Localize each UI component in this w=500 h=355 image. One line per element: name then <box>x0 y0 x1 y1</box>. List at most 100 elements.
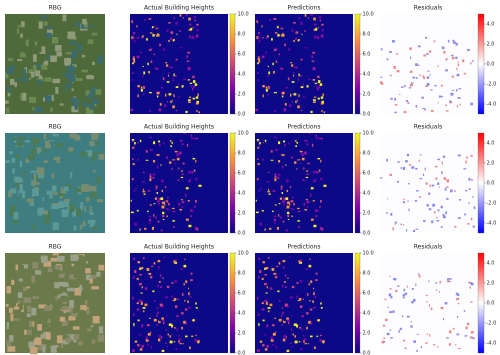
residual-speck <box>456 73 460 77</box>
residual-speck <box>450 189 453 193</box>
colorbar-tick-label: 6.0 <box>238 171 246 177</box>
image-texture <box>26 257 31 264</box>
image-texture <box>50 257 58 262</box>
image-texture <box>34 41 38 46</box>
height-speck <box>268 193 271 195</box>
height-speck <box>132 56 135 58</box>
height-speck <box>282 311 285 314</box>
height-speck <box>137 344 140 347</box>
height-speck <box>189 178 191 182</box>
colorbar <box>354 132 361 234</box>
residual-speck <box>469 336 473 339</box>
height-speck <box>307 162 310 165</box>
height-speck <box>310 218 314 221</box>
image-texture <box>75 22 80 27</box>
image-texture <box>92 61 95 66</box>
image-texture <box>32 262 39 269</box>
height-speck <box>280 67 284 70</box>
image-texture <box>35 270 42 275</box>
height-speck <box>311 143 314 147</box>
height-speck <box>311 60 315 62</box>
height-speck <box>298 226 300 228</box>
height-speck <box>168 203 170 206</box>
height-speck <box>181 173 185 175</box>
image-texture <box>71 79 74 86</box>
image-texture <box>47 323 54 326</box>
height-speck <box>137 158 139 161</box>
image-texture <box>74 288 82 296</box>
image-texture <box>50 107 53 112</box>
height-speck <box>266 286 268 289</box>
residual-speck <box>443 177 447 180</box>
image-texture <box>69 133 77 139</box>
image-texture <box>33 64 37 72</box>
height-speck <box>171 167 173 170</box>
height-speck <box>190 137 194 140</box>
height-speck <box>181 200 185 204</box>
image-texture <box>90 192 98 199</box>
image-texture <box>7 93 11 97</box>
height-speck <box>131 36 134 40</box>
panel-title: Residuals <box>414 5 442 12</box>
colorbar-tick-label: 8.0 <box>363 151 371 157</box>
height-speck <box>300 259 303 263</box>
residual-speck <box>407 183 410 185</box>
height-speck <box>315 27 318 31</box>
height-speck <box>262 261 265 264</box>
image-texture <box>89 278 93 284</box>
residual-speck <box>447 279 449 283</box>
image-texture <box>21 21 25 28</box>
height-speck <box>302 179 305 181</box>
height-speck <box>133 59 136 63</box>
height-speck <box>305 268 309 271</box>
height-speck <box>279 66 281 69</box>
height-speck <box>156 154 160 156</box>
height-speck <box>286 201 289 203</box>
image-texture <box>67 31 76 39</box>
image-texture <box>11 157 16 163</box>
residual-speck <box>446 179 450 183</box>
residual-speck <box>419 74 421 77</box>
image-texture <box>42 345 46 353</box>
height-speck <box>296 324 299 328</box>
image-texture <box>46 29 53 35</box>
residual-speck <box>400 166 402 170</box>
height-speck <box>315 209 318 212</box>
height-speck <box>183 133 187 135</box>
image-texture <box>71 263 75 267</box>
colorbar-tick-label: 6.0 <box>363 52 371 58</box>
residual-speck <box>427 70 430 72</box>
residual-speck <box>394 104 398 106</box>
height-speck <box>194 226 198 230</box>
image-texture <box>19 184 23 192</box>
height-speck <box>267 93 270 96</box>
residual-speck <box>407 200 409 202</box>
image-texture <box>69 40 77 45</box>
height-speck <box>256 147 260 149</box>
height-speck <box>257 79 259 82</box>
image-texture <box>61 209 69 218</box>
height-speck <box>279 25 281 27</box>
height-speck <box>310 280 313 283</box>
image-texture <box>17 78 25 81</box>
height-speck <box>140 36 144 39</box>
residual-speck <box>448 281 452 283</box>
height-speck <box>161 179 164 183</box>
height-speck <box>189 35 191 39</box>
height-speck <box>257 62 259 65</box>
height-speck <box>136 308 140 311</box>
height-speck <box>186 60 190 62</box>
height-speck <box>304 47 308 49</box>
image-texture <box>31 275 36 283</box>
height-speck <box>136 37 140 39</box>
height-speck <box>267 75 269 77</box>
residual-speck <box>466 322 470 326</box>
height-speck <box>284 103 287 106</box>
height-speck <box>146 268 150 271</box>
panel-title: Residuals <box>414 124 442 131</box>
colorbar-tick-label: 0.0 <box>238 112 246 118</box>
height-speck <box>276 26 279 29</box>
image-texture <box>17 292 23 299</box>
image-texture <box>50 55 57 63</box>
image-texture <box>72 60 75 64</box>
